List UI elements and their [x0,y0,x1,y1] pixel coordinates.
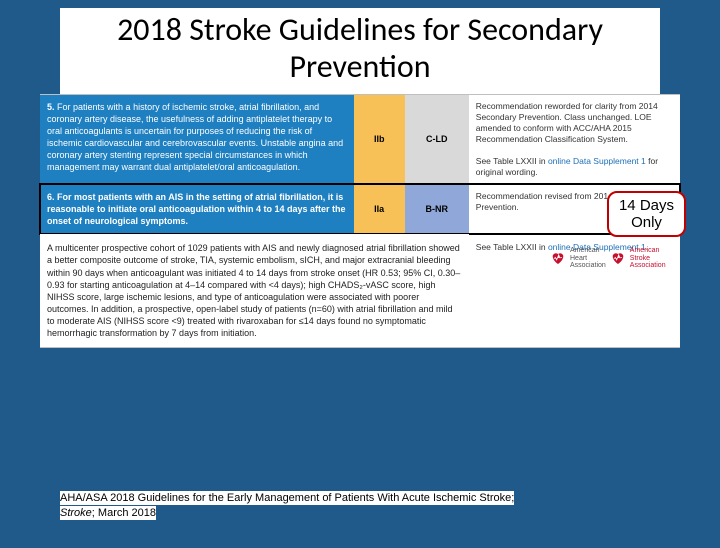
table-row: 5. For patients with a history of ischem… [40,94,680,184]
note-link[interactable]: online Data Supplement 1 [548,156,646,166]
row-lead: For patients with a history of ischemic … [47,102,343,173]
slide: 2018 Stroke Guidelines for Secondary Pre… [0,8,720,548]
callout-badge: 14 Days Only [607,191,686,238]
note-cell: Recommendation reworded for clarity from… [469,94,680,184]
slide-title: 2018 Stroke Guidelines for Secondary Pre… [80,12,640,86]
evidence-cell: A multicenter prospective cohort of 1029… [40,234,469,348]
note-see: See Table LXXII in [476,242,548,252]
note-cell: See Table LXXII in online Data Supplemen… [469,234,680,348]
aha-asa-logo: American Heart Association American Stro… [550,241,670,275]
citation: AHA/ASA 2018 Guidelines for the Early Ma… [60,491,660,520]
loe-cell: C-LD [405,94,469,184]
loe-cell: B-NR [405,184,469,233]
title-box: 2018 Stroke Guidelines for Secondary Pre… [60,8,660,94]
guidelines-table: 5. For patients with a history of ischem… [40,94,680,349]
note-text: Recommendation reworded for clarity from… [476,101,658,144]
logo-text-right: American Stroke Association [630,247,666,270]
heart-icon [610,250,626,266]
guidelines-table-wrap: Stroke 5. For patients with a history of… [40,94,680,349]
logo-text-left: American Heart Association [570,247,606,270]
citation-rest: ; March 2018 [92,507,156,519]
cor-cell: IIa [354,184,405,233]
evidence-body: A multicenter prospective cohort of 1029… [47,243,460,338]
recommendation-cell: 6. For most patients with an AIS in the … [40,184,354,233]
row-number: 5. [47,102,55,112]
heart-icon [550,250,566,266]
note-see: See Table LXXII in [476,156,548,166]
table-row: 6. For most patients with an AIS in the … [40,184,680,233]
citation-journal: Stroke [60,507,92,519]
table-row: A multicenter prospective cohort of 1029… [40,234,680,348]
citation-line1: AHA/ASA 2018 Guidelines for the Early Ma… [60,491,514,505]
cor-cell: IIb [354,94,405,184]
row-lead: For most patients with an AIS in the set… [47,192,346,226]
row-number: 6. [47,192,55,202]
recommendation-cell: 5. For patients with a history of ischem… [40,94,354,184]
